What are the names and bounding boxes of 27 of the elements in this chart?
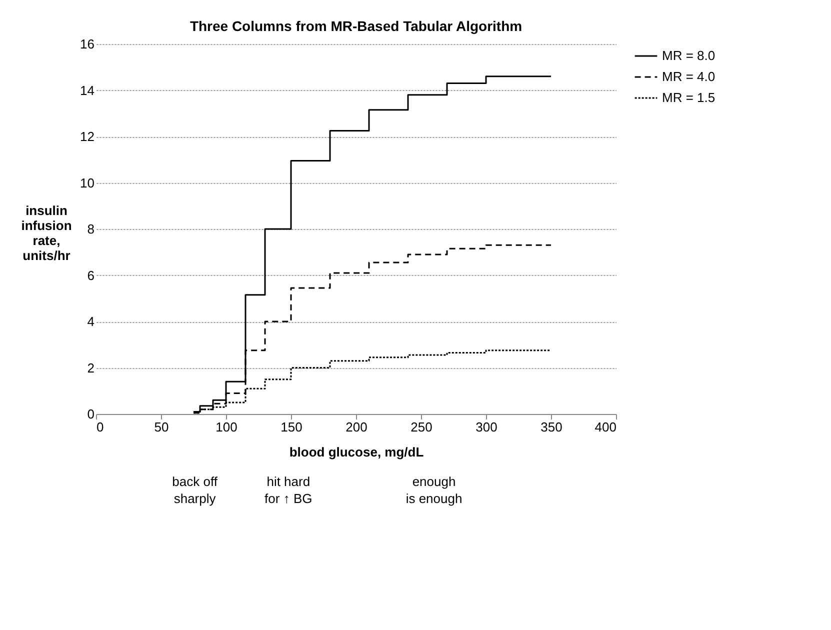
chart-title: Three Columns from MR-Based Tabular Algorithm (190, 18, 522, 34)
x-tick-label: 250 (410, 420, 432, 434)
legend-label: MR = 8.0 (662, 48, 716, 63)
text: enough is enough (406, 474, 462, 506)
x-tick-label: 50 (154, 420, 169, 434)
y-tick-label: 0 (87, 406, 94, 422)
y-tick-label: 6 (87, 268, 94, 283)
y-tick-label: 4 (87, 314, 94, 329)
x-axis-title: blood glucose, mg/dL (289, 444, 424, 460)
y-axis-title: insulin infusion rate, units/hr (21, 203, 72, 263)
legend-label: MR = 4.0 (662, 69, 716, 84)
x-tick-label: 350 (540, 420, 562, 434)
x-tick-label: 400 (594, 420, 616, 434)
y-tick-label: 10 (80, 175, 94, 190)
legend-label: MR = 1.5 (662, 90, 716, 105)
x-tick-label: 300 (476, 420, 498, 434)
y-tick-label: 14 (80, 82, 94, 98)
y-tick-label: 8 (87, 222, 94, 236)
text: hit hard for ↑ BG (264, 474, 312, 506)
x-tick-label: 150 (280, 420, 302, 434)
y-tick-label: 16 (80, 36, 94, 52)
x-tick-label: 100 (216, 420, 238, 434)
y-tick-label: 2 (87, 360, 94, 376)
y-tick-label: 12 (80, 129, 94, 144)
x-tick-label: 0 (96, 420, 104, 434)
text: back off sharply (172, 474, 218, 506)
x-tick-label: 200 (346, 420, 368, 434)
